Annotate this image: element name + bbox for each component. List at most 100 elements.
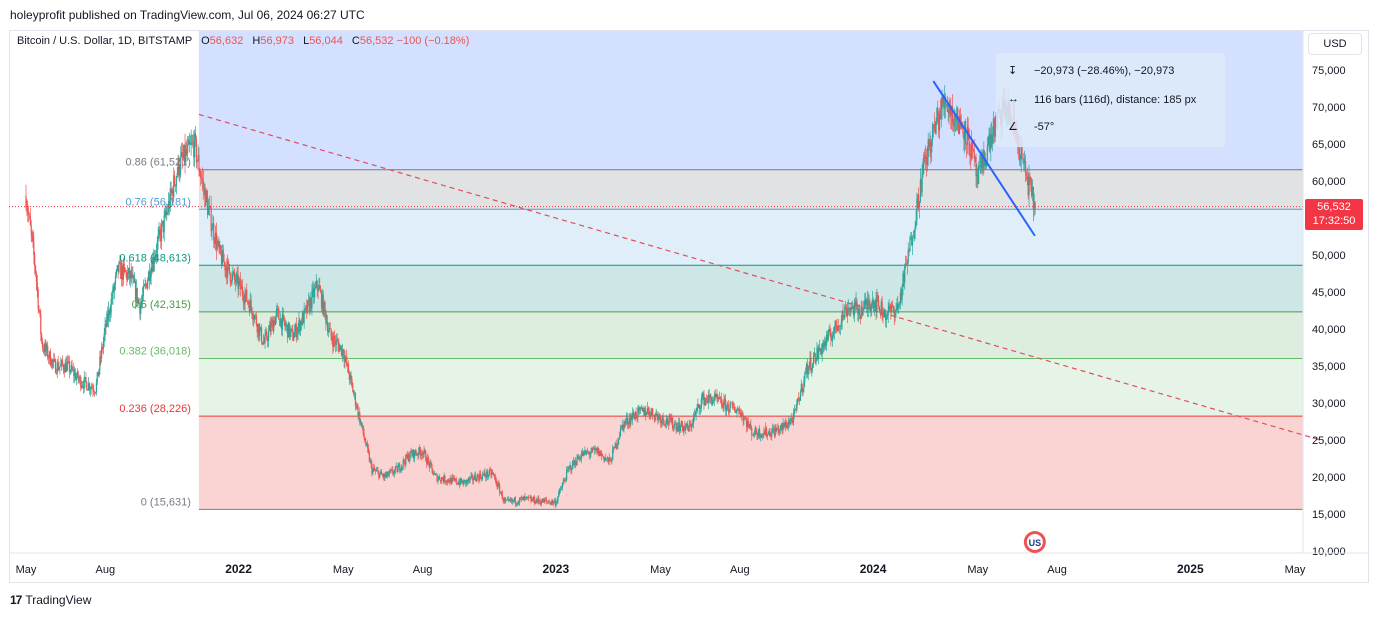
candle-body [307,300,310,301]
candle-body [262,341,264,345]
candle-body [400,466,403,471]
candle-body [154,258,156,264]
candle-body [372,469,374,474]
candle-body [449,478,451,483]
candle-body [453,477,455,479]
candlestick-series [25,85,1036,508]
candle-body [67,361,69,364]
candle-body [230,281,232,283]
candle-body [536,499,538,502]
candle-body [992,118,994,135]
candle-body [553,500,556,502]
candle-body [524,496,526,498]
candle-body [347,363,350,374]
candle-body [989,134,991,150]
candle-body [982,150,984,169]
candle-body [366,443,369,449]
candle-body [267,339,269,341]
candle-body [247,302,250,305]
candle-body [681,421,683,427]
candle-body [932,124,935,125]
candle-body [635,411,637,418]
candle-body [76,371,78,377]
candle-body [769,431,771,437]
candle-body [579,458,582,460]
candle-body [456,483,458,484]
candle-body [831,338,833,341]
candle-body [865,299,868,306]
candle-body [610,459,612,463]
candle-body [431,464,433,469]
candle-body [928,139,930,147]
candle-body [819,348,822,351]
candle-body [440,477,443,482]
candle-body [310,298,312,308]
candle-body [193,142,195,158]
candle-body [450,478,452,484]
candle-body [150,267,152,278]
candle-body [114,283,116,291]
candle-body [790,418,792,421]
candle-body [303,308,305,324]
candle-body [526,496,529,498]
candle-body [880,301,882,315]
candle-body [459,478,462,485]
candle-body [62,365,64,371]
candle-body [897,304,899,307]
candle-body [678,422,680,431]
candle-body [821,348,823,355]
candle-body [397,466,399,473]
candle-body [254,315,257,317]
candle-body [180,152,183,157]
candle-body [1028,176,1030,196]
candle-body [879,312,882,315]
high-label: H [252,35,261,47]
candle-body [533,497,536,504]
candle-body [735,411,737,413]
time-axis[interactable]: May Aug 2022 May Aug 2023 May Aug 2024 May Aug 2025… [9,552,1368,576]
price-axis[interactable]: 10,000 15,000 20,000 25,000 30,000 35,000 40,0… [1302,31,1346,558]
candle-body [132,274,134,277]
candle-body [580,454,583,459]
measure-trendline[interactable] [932,80,1036,237]
candle-body [37,289,39,309]
open-value: 56,632 [209,35,244,47]
currency-button[interactable]: USD [1308,33,1362,55]
candle-body [75,376,78,380]
candle-body [838,326,840,327]
dashed-trendline[interactable] [198,113,1321,441]
candle-body [48,351,51,359]
candle-body [642,407,644,412]
candle-body [866,299,868,309]
candle-body [539,501,542,504]
candle-body [652,415,655,417]
candle-body [541,498,543,503]
candle-body [143,285,145,287]
candle-body [149,277,151,281]
candle-body [510,498,512,501]
candle-body [680,421,682,427]
candle-body [759,435,762,438]
candle-body [825,341,827,346]
candle-body [979,165,981,168]
us-event-flag-icon[interactable]: US [1023,531,1046,553]
candle-body [607,457,609,462]
candle-body [87,383,90,390]
candle-body [339,346,341,352]
candle-body [107,313,109,321]
candle-body [282,314,284,316]
candle-body [108,309,111,315]
candle-body [921,172,923,193]
candle-body [49,351,51,365]
candle-body [374,470,377,472]
tradingview-footer[interactable]: 17 TradingView [10,593,91,607]
candle-body [54,359,56,361]
candle-body [643,407,645,416]
candle-body [718,398,720,400]
candle-body [141,301,143,306]
candle-body [460,478,463,483]
candle-body [842,311,844,317]
candle-body [931,139,933,153]
candle-body [832,332,835,336]
candle-body [898,304,900,307]
